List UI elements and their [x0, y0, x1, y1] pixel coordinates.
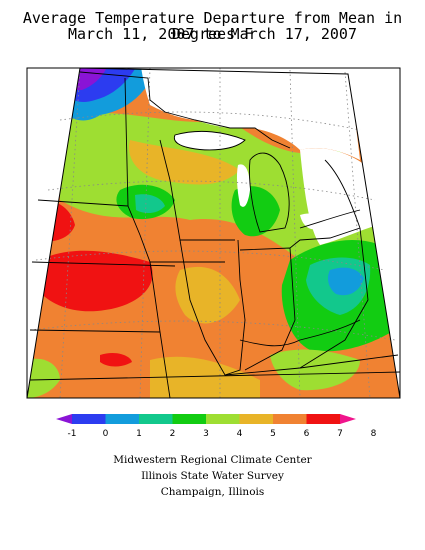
map-title: Average Temperature Departure from Mean …	[22, 9, 403, 43]
temperature-field	[27, 68, 400, 398]
legend-swatch	[72, 414, 106, 424]
legend-tick-label: 8	[371, 429, 377, 439]
credit-location: Champaign, Illinois	[160, 486, 265, 498]
credit-isws: Illinois State Water Survey	[141, 470, 284, 482]
legend-tick-label: 4	[237, 429, 243, 439]
legend-tick-label: 2	[170, 429, 176, 439]
legend-tick-label: -1	[68, 429, 77, 439]
legend-tick-label: 6	[304, 429, 310, 439]
legend-swatch	[105, 414, 140, 424]
legend-swatch	[206, 414, 240, 424]
legend-swatch	[306, 414, 341, 424]
credit-mrcc: Midwestern Regional Climate Center	[113, 454, 312, 466]
legend-tick-label: 5	[270, 429, 276, 439]
legend-swatch	[172, 414, 207, 424]
state-boundaries	[29, 71, 401, 399]
legend-tick-label: 3	[203, 429, 209, 439]
graticule	[29, 67, 396, 399]
legend-arrow-high	[340, 414, 356, 424]
legend-swatch	[273, 414, 307, 424]
color-legend: -1 0 1 2 3 4 5 6 7 8	[56, 414, 377, 439]
legend-tick-label: 7	[337, 429, 343, 439]
legend-swatch	[139, 414, 173, 424]
map-date-range: March 11, 2007 to March 17, 2007	[68, 25, 357, 43]
legend-tick-label: 0	[103, 429, 109, 439]
legend-tick-label: 1	[136, 429, 142, 439]
legend-arrow-low	[56, 414, 72, 424]
legend-swatch	[239, 414, 274, 424]
